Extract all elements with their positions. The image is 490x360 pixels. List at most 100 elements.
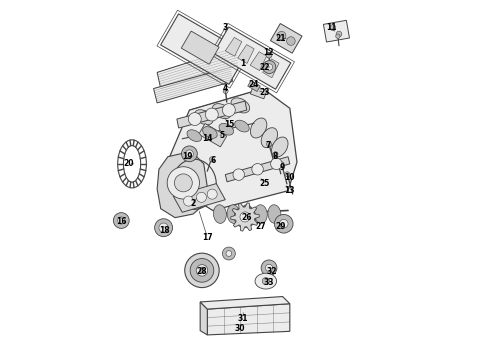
Ellipse shape bbox=[277, 31, 286, 40]
Ellipse shape bbox=[271, 137, 288, 157]
Polygon shape bbox=[170, 89, 297, 211]
Text: 1: 1 bbox=[241, 59, 246, 68]
Text: 3: 3 bbox=[222, 23, 228, 32]
Ellipse shape bbox=[222, 104, 235, 117]
Polygon shape bbox=[181, 31, 219, 64]
Polygon shape bbox=[263, 59, 279, 78]
Text: 29: 29 bbox=[275, 222, 286, 231]
Ellipse shape bbox=[252, 163, 263, 175]
Ellipse shape bbox=[336, 34, 340, 39]
Polygon shape bbox=[153, 67, 232, 103]
Polygon shape bbox=[161, 14, 247, 84]
Text: 23: 23 bbox=[260, 87, 270, 96]
Polygon shape bbox=[250, 52, 267, 71]
Polygon shape bbox=[238, 45, 254, 63]
Ellipse shape bbox=[183, 196, 194, 206]
Text: 4: 4 bbox=[222, 84, 228, 93]
Text: 20: 20 bbox=[123, 159, 134, 168]
Ellipse shape bbox=[155, 219, 172, 237]
Ellipse shape bbox=[196, 192, 206, 202]
Ellipse shape bbox=[279, 162, 284, 167]
Ellipse shape bbox=[274, 215, 293, 233]
Text: 2: 2 bbox=[191, 199, 196, 208]
Polygon shape bbox=[157, 47, 238, 89]
Text: 10: 10 bbox=[285, 173, 295, 182]
Ellipse shape bbox=[174, 174, 192, 192]
Ellipse shape bbox=[263, 60, 276, 73]
Text: 9: 9 bbox=[280, 163, 285, 172]
Ellipse shape bbox=[233, 169, 245, 180]
Ellipse shape bbox=[212, 104, 231, 119]
Text: 14: 14 bbox=[202, 134, 213, 143]
Ellipse shape bbox=[223, 89, 228, 94]
Ellipse shape bbox=[195, 110, 213, 125]
Ellipse shape bbox=[185, 253, 219, 288]
Ellipse shape bbox=[330, 25, 336, 31]
Polygon shape bbox=[199, 123, 227, 147]
Ellipse shape bbox=[207, 189, 217, 199]
Ellipse shape bbox=[113, 213, 129, 228]
Text: 6: 6 bbox=[210, 156, 215, 165]
Ellipse shape bbox=[240, 212, 250, 222]
Ellipse shape bbox=[250, 118, 267, 138]
Ellipse shape bbox=[273, 152, 278, 157]
Text: 32: 32 bbox=[267, 267, 277, 276]
Text: 30: 30 bbox=[234, 324, 245, 333]
Ellipse shape bbox=[219, 123, 234, 135]
Polygon shape bbox=[270, 23, 302, 53]
Text: 15: 15 bbox=[223, 120, 234, 129]
Ellipse shape bbox=[266, 52, 272, 58]
Text: 18: 18 bbox=[159, 226, 170, 235]
Ellipse shape bbox=[210, 157, 215, 162]
Text: 28: 28 bbox=[196, 267, 207, 276]
Polygon shape bbox=[225, 37, 242, 56]
Ellipse shape bbox=[266, 64, 272, 70]
Ellipse shape bbox=[234, 206, 256, 228]
Text: 11: 11 bbox=[326, 23, 336, 32]
Ellipse shape bbox=[336, 31, 342, 37]
Ellipse shape bbox=[227, 205, 240, 223]
Polygon shape bbox=[177, 101, 247, 128]
Polygon shape bbox=[247, 81, 260, 91]
Polygon shape bbox=[200, 297, 290, 309]
Ellipse shape bbox=[254, 205, 267, 223]
Text: 17: 17 bbox=[202, 233, 213, 242]
Ellipse shape bbox=[214, 205, 226, 223]
Ellipse shape bbox=[203, 127, 217, 138]
Text: 31: 31 bbox=[238, 314, 248, 323]
Text: 22: 22 bbox=[260, 63, 270, 72]
Ellipse shape bbox=[262, 278, 270, 285]
Text: 26: 26 bbox=[242, 213, 252, 222]
Ellipse shape bbox=[159, 223, 168, 232]
Text: 7: 7 bbox=[266, 141, 271, 150]
Text: 8: 8 bbox=[273, 152, 278, 161]
Polygon shape bbox=[250, 85, 267, 99]
Text: 13: 13 bbox=[285, 186, 295, 195]
Ellipse shape bbox=[167, 167, 199, 199]
Text: 33: 33 bbox=[263, 278, 273, 287]
Ellipse shape bbox=[196, 265, 208, 276]
Ellipse shape bbox=[270, 158, 282, 170]
Polygon shape bbox=[323, 20, 349, 42]
Ellipse shape bbox=[261, 128, 278, 148]
Text: 21: 21 bbox=[275, 34, 286, 43]
Ellipse shape bbox=[235, 120, 249, 132]
Text: 19: 19 bbox=[182, 152, 193, 161]
Text: 25: 25 bbox=[260, 179, 270, 188]
Ellipse shape bbox=[267, 141, 271, 147]
Ellipse shape bbox=[188, 113, 201, 126]
Polygon shape bbox=[214, 27, 291, 89]
Polygon shape bbox=[157, 151, 207, 218]
Ellipse shape bbox=[226, 251, 232, 256]
Ellipse shape bbox=[186, 150, 194, 158]
Ellipse shape bbox=[268, 205, 281, 223]
Ellipse shape bbox=[241, 205, 254, 223]
Polygon shape bbox=[225, 157, 290, 182]
Text: 5: 5 bbox=[219, 131, 224, 140]
Polygon shape bbox=[200, 302, 207, 335]
Polygon shape bbox=[231, 203, 259, 231]
Ellipse shape bbox=[279, 220, 288, 228]
Ellipse shape bbox=[181, 146, 197, 162]
Ellipse shape bbox=[285, 172, 290, 177]
Ellipse shape bbox=[187, 130, 201, 141]
